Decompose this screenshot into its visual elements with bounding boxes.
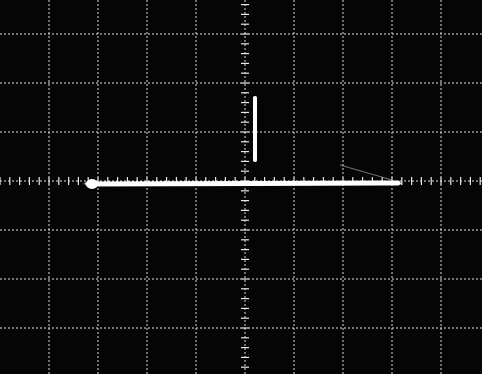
trace-baseline-core (88, 183, 398, 184)
oscilloscope-screen (0, 0, 482, 374)
trace-start-spot (86, 179, 98, 189)
